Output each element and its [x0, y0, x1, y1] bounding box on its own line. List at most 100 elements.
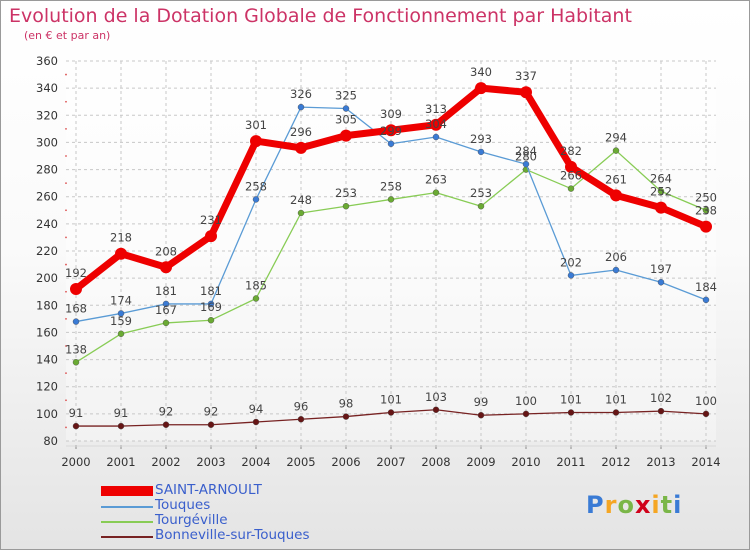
y-tick-label: 160	[36, 325, 58, 339]
data-point-saint-arnoult	[430, 118, 442, 131]
logo-letter: i	[673, 491, 683, 519]
data-point-touques	[387, 140, 395, 147]
data-point-bonneville-sur-touques	[702, 410, 710, 418]
data-point-bonneville-sur-touques	[207, 421, 215, 428]
data-label-touques: 258	[245, 179, 267, 193]
legend-swatch-touques	[101, 506, 153, 508]
y-minor-tick	[65, 155, 67, 157]
data-point-bonneville-sur-touques	[387, 409, 395, 416]
data-point-tourg-ville	[252, 295, 260, 302]
legend-swatch-bonneville	[101, 536, 153, 538]
y-minor-tick	[65, 73, 67, 76]
data-point-saint-arnoult	[205, 230, 217, 243]
y-minor-tick	[65, 127, 67, 130]
y-minor-tick	[65, 399, 67, 402]
y-minor-tick	[65, 290, 67, 293]
y-minor-tick	[65, 345, 67, 347]
data-label-bonneville-sur-touques: 96	[294, 399, 309, 413]
data-label-bonneville-sur-touques: 98	[339, 397, 354, 411]
data-point-bonneville-sur-touques	[297, 416, 305, 423]
y-minor-tick	[65, 263, 67, 266]
data-label-touques: 181	[155, 284, 177, 298]
y-minor-tick	[65, 236, 67, 239]
x-tick-label: 2003	[196, 455, 225, 469]
data-point-tourg-ville	[387, 196, 395, 203]
data-label-saint-arnoult: 192	[65, 266, 87, 280]
data-point-saint-arnoult	[70, 283, 82, 295]
logo-letter: r	[604, 491, 618, 519]
data-label-saint-arnoult: 231	[200, 213, 222, 227]
data-label-touques: 168	[65, 302, 87, 316]
data-label-bonneville-sur-touques: 101	[380, 393, 402, 407]
data-point-touques	[567, 272, 575, 279]
data-label-bonneville-sur-touques: 101	[605, 393, 627, 407]
chart-subtitle: (en € et par an)	[24, 29, 111, 42]
data-label-tourg-ville: 253	[470, 186, 492, 200]
data-label-bonneville-sur-touques: 91	[69, 406, 84, 420]
data-label-saint-arnoult: 313	[425, 102, 447, 116]
proxiti-logo: Proxiti	[586, 491, 682, 519]
logo-letter: o	[617, 491, 635, 519]
data-label-bonneville-sur-touques: 92	[204, 405, 219, 419]
data-point-touques	[612, 266, 620, 274]
x-tick-label: 2004	[241, 455, 270, 469]
data-point-touques	[117, 310, 125, 317]
data-label-touques: 304	[425, 117, 447, 131]
data-point-saint-arnoult	[700, 220, 712, 233]
data-point-bonneville-sur-touques	[72, 422, 80, 430]
x-tick-label: 2013	[646, 455, 675, 469]
data-point-tourg-ville	[162, 319, 170, 327]
x-tick-label: 2001	[106, 455, 135, 469]
data-label-tourg-ville: 294	[605, 131, 627, 145]
data-label-bonneville-sur-touques: 103	[425, 390, 447, 404]
data-label-bonneville-sur-touques: 101	[560, 393, 582, 407]
data-point-touques	[432, 133, 440, 141]
data-point-tourg-ville	[207, 317, 215, 324]
y-tick-label: 340	[36, 81, 58, 95]
data-label-touques: 174	[110, 293, 132, 307]
data-point-touques	[207, 300, 215, 308]
data-point-tourg-ville	[612, 147, 620, 154]
data-label-tourg-ville: 248	[290, 193, 312, 207]
data-label-tourg-ville: 250	[695, 190, 717, 204]
y-minor-tick	[65, 209, 67, 212]
x-tick-label: 2008	[421, 455, 450, 469]
data-point-saint-arnoult	[385, 124, 397, 137]
data-point-saint-arnoult	[295, 141, 307, 154]
data-point-bonneville-sur-touques	[477, 412, 485, 419]
data-label-tourg-ville: 167	[155, 303, 177, 317]
data-point-touques	[522, 160, 530, 168]
data-point-bonneville-sur-touques	[612, 409, 620, 416]
data-point-bonneville-sur-touques	[522, 410, 530, 418]
data-label-saint-arnoult: 282	[560, 144, 582, 158]
data-label-tourg-ville: 266	[560, 169, 582, 183]
y-tick-label: 260	[36, 190, 58, 204]
data-label-touques: 299	[380, 124, 402, 138]
data-label-tourg-ville: 253	[335, 186, 357, 200]
y-minor-tick	[65, 372, 67, 375]
data-point-touques	[297, 103, 305, 111]
data-point-tourg-ville	[702, 207, 710, 214]
data-point-saint-arnoult	[475, 82, 487, 95]
data-point-saint-arnoult	[655, 201, 667, 214]
data-label-touques: 181	[200, 284, 222, 298]
y-tick-label: 100	[36, 407, 58, 421]
data-point-bonneville-sur-touques	[252, 418, 260, 426]
logo-letter: x	[634, 491, 652, 519]
data-point-touques	[702, 296, 710, 304]
x-tick-label: 2007	[376, 455, 405, 469]
data-label-saint-arnoult: 218	[110, 231, 132, 245]
y-tick-label: 200	[36, 271, 58, 285]
legend-label: Tourgéville	[155, 512, 228, 528]
x-tick-label: 2011	[556, 455, 585, 469]
data-point-touques	[162, 300, 170, 308]
data-label-saint-arnoult: 305	[335, 113, 357, 127]
chart-title: Evolution de la Dotation Globale de Fonc…	[9, 5, 632, 27]
data-label-tourg-ville: 169	[200, 300, 222, 314]
data-point-saint-arnoult	[160, 261, 172, 274]
data-label-tourg-ville: 185	[245, 279, 267, 293]
x-tick-label: 2000	[61, 455, 90, 469]
data-label-saint-arnoult: 296	[290, 125, 312, 139]
data-label-bonneville-sur-touques: 100	[515, 394, 537, 408]
